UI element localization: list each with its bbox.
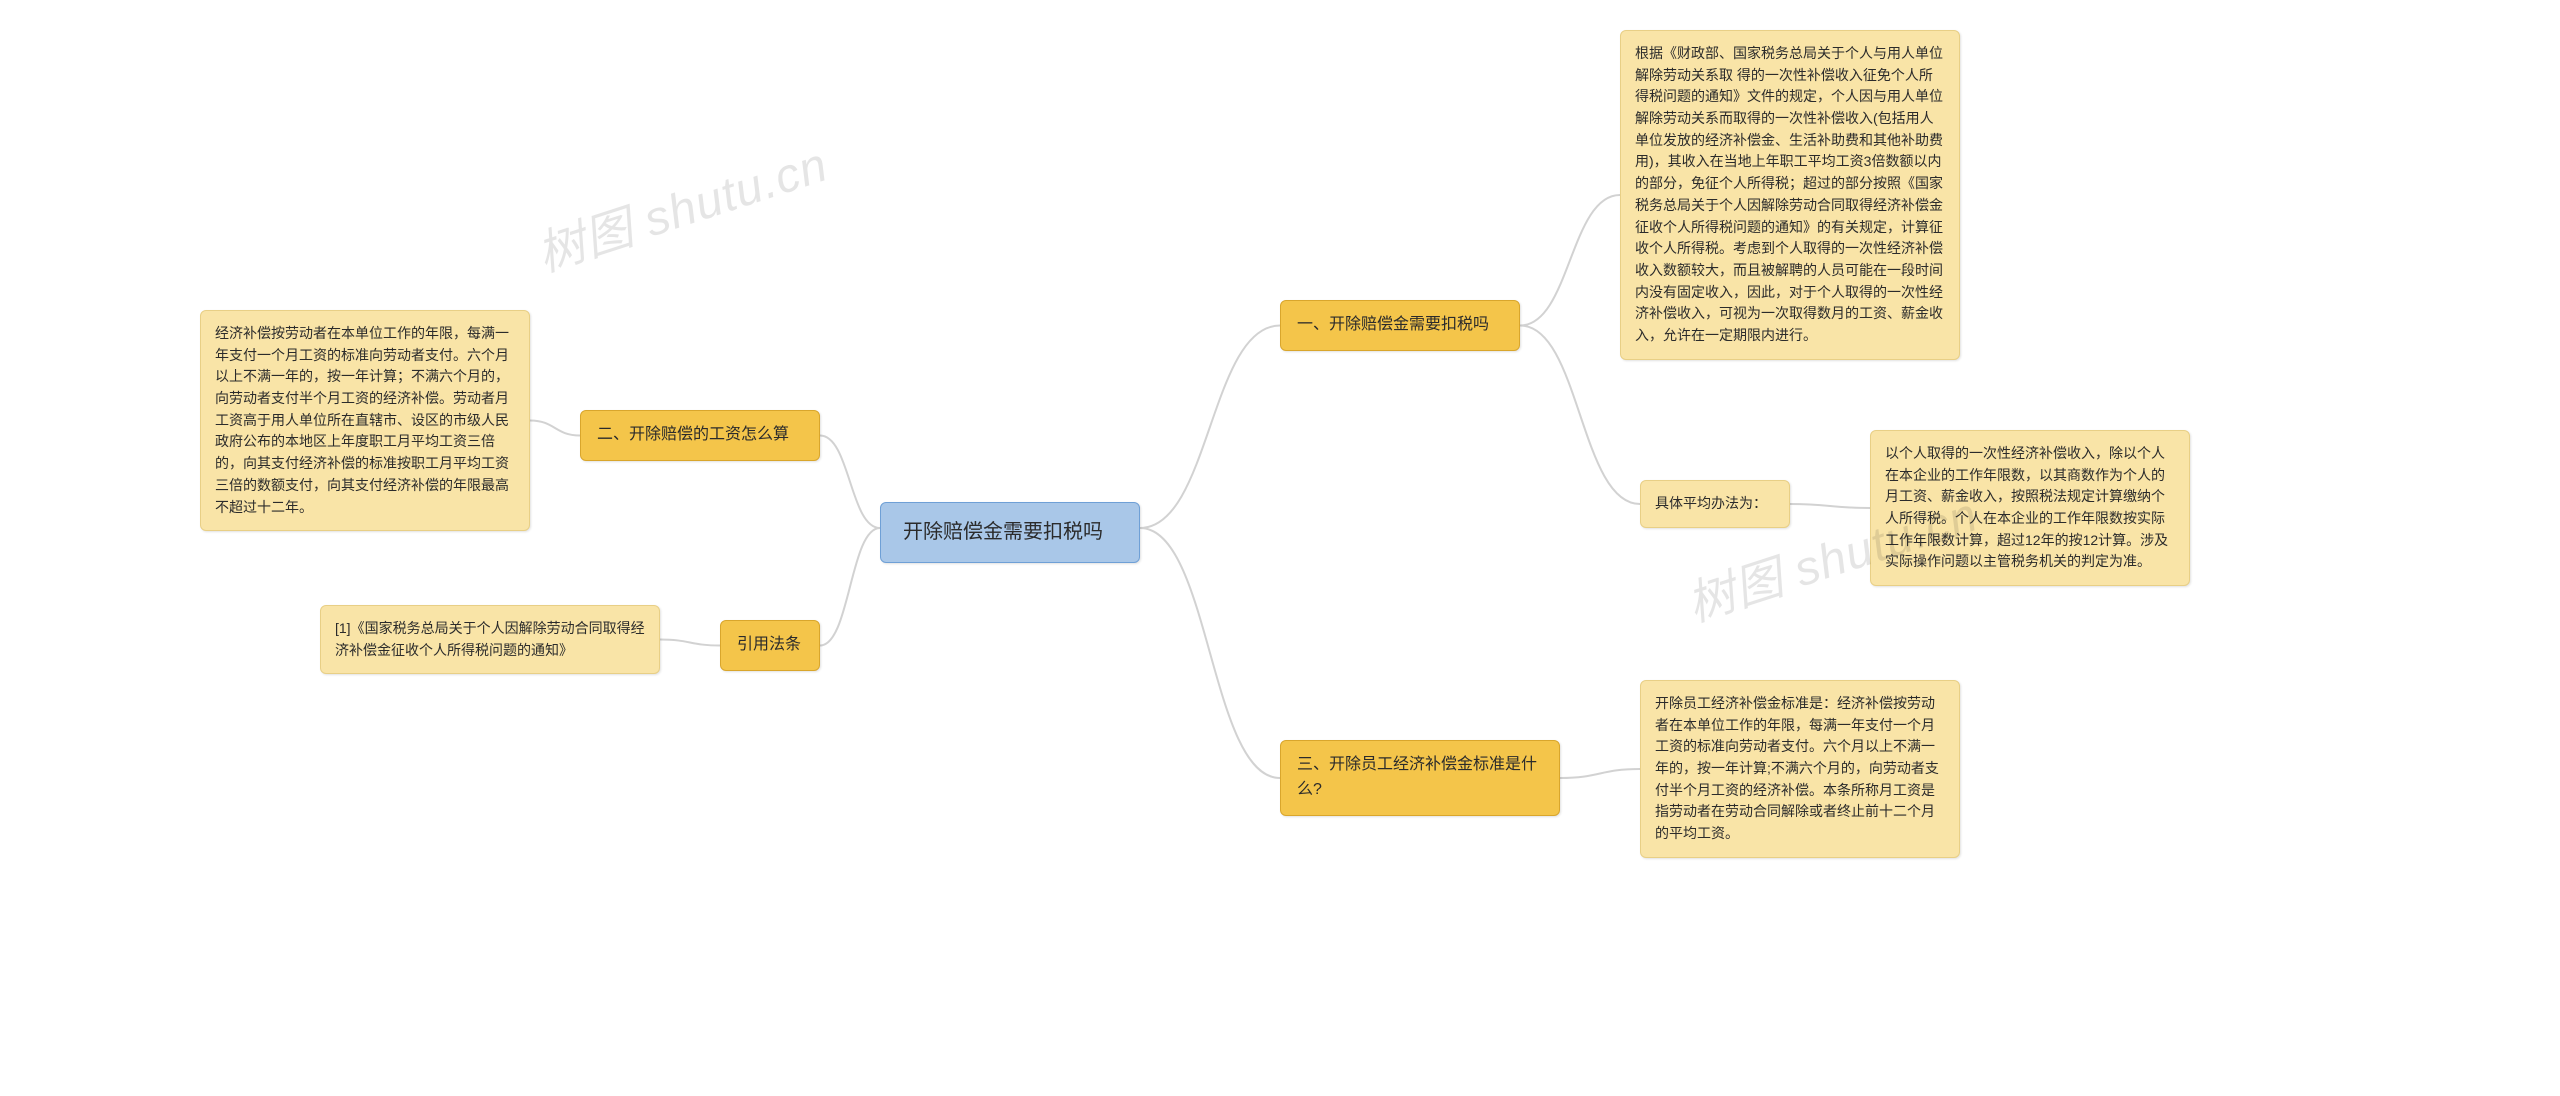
root-node: 开除赔偿金需要扣税吗: [880, 502, 1140, 563]
branch-node: 二、开除赔偿的工资怎么算: [580, 410, 820, 461]
branch-node: 引用法条: [720, 620, 820, 671]
branch-node: 一、开除赔偿金需要扣税吗: [1280, 300, 1520, 351]
leaf-node: 开除员工经济补偿金标准是：经济补偿按劳动者在本单位工作的年限，每满一年支付一个月…: [1640, 680, 1960, 858]
leaf-node: 经济补偿按劳动者在本单位工作的年限，每满一年支付一个月工资的标准向劳动者支付。六…: [200, 310, 530, 531]
leaf-node: 以个人取得的一次性经济补偿收入，除以个人在本企业的工作年限数，以其商数作为个人的…: [1870, 430, 2190, 586]
leaf-node: 具体平均办法为：: [1640, 480, 1790, 528]
branch-node: 三、开除员工经济补偿金标准是什么?: [1280, 740, 1560, 816]
watermark: 树图 shutu.cn: [527, 125, 836, 285]
leaf-node: 根据《财政部、国家税务总局关于个人与用人单位解除劳动关系取 得的一次性补偿收入征…: [1620, 30, 1960, 360]
leaf-node: [1]《国家税务总局关于个人因解除劳动合同取得经济补偿金征收个人所得税问题的通知…: [320, 605, 660, 674]
